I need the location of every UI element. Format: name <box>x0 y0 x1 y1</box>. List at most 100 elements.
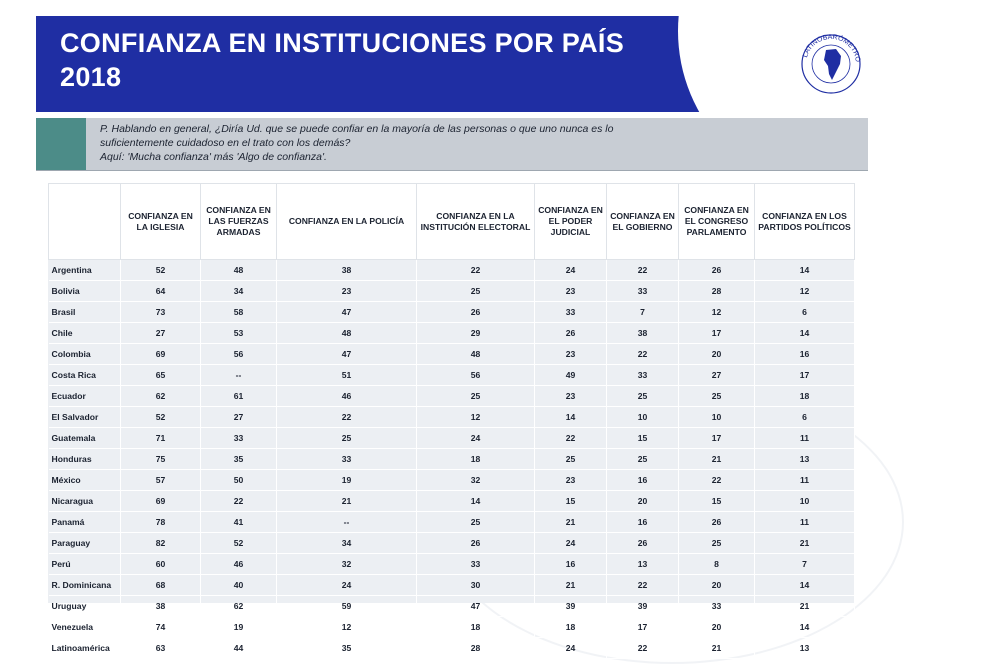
value-cell: 10 <box>754 490 855 512</box>
value-cell: 24 <box>416 427 535 449</box>
value-cell: 52 <box>120 406 201 428</box>
value-cell: 28 <box>678 280 755 302</box>
value-cell: 56 <box>200 343 277 365</box>
value-cell: 22 <box>678 469 755 491</box>
value-cell: 17 <box>678 427 755 449</box>
value-cell: 11 <box>754 427 855 449</box>
value-cell: 22 <box>534 427 607 449</box>
value-cell: 27 <box>120 322 201 344</box>
value-cell: 78 <box>120 511 201 533</box>
country-cell: Latinoamérica <box>48 637 121 659</box>
question-bar: P. Hablando en general, ¿Diría Ud. que s… <box>36 118 868 171</box>
value-cell: 12 <box>416 406 535 428</box>
value-cell: 47 <box>416 595 535 617</box>
country-cell: Brasil <box>48 301 121 323</box>
question-accent <box>36 118 86 170</box>
value-cell: 74 <box>120 616 201 638</box>
country-cell: Perú <box>48 553 121 575</box>
table-row: Venezuela 74 19 12 18 18 17 20 14 <box>48 616 855 638</box>
value-cell: 35 <box>200 448 277 470</box>
column-header: CONFIANZA EN LOS PARTIDOS POLÍTICOS <box>754 183 855 260</box>
value-cell: 38 <box>276 259 417 281</box>
value-cell: 20 <box>606 490 679 512</box>
value-cell: 15 <box>534 490 607 512</box>
value-cell: 73 <box>120 301 201 323</box>
value-cell: 15 <box>678 490 755 512</box>
column-header: CONFIANZA EN EL CONGRESO PARLAMENTO <box>678 183 755 260</box>
table-row: Panamá 78 41 -- 25 21 16 26 11 <box>48 511 855 533</box>
value-cell: 16 <box>754 343 855 365</box>
value-cell: 68 <box>120 574 201 596</box>
value-cell: 12 <box>754 280 855 302</box>
table-row: R. Dominicana 68 40 24 30 21 22 20 14 <box>48 574 855 596</box>
value-cell: 14 <box>754 574 855 596</box>
country-cell: El Salvador <box>48 406 121 428</box>
value-cell: 18 <box>416 448 535 470</box>
value-cell: 22 <box>416 259 535 281</box>
value-cell: 10 <box>678 406 755 428</box>
value-cell: 17 <box>754 364 855 386</box>
value-cell: 26 <box>416 301 535 323</box>
table-row: Ecuador 62 61 46 25 23 25 25 18 <box>48 385 855 407</box>
country-cell: R. Dominicana <box>48 574 121 596</box>
value-cell: 33 <box>416 553 535 575</box>
value-cell: 50 <box>200 469 277 491</box>
value-cell: 25 <box>606 448 679 470</box>
value-cell: 30 <box>416 574 535 596</box>
value-cell: 24 <box>534 637 607 659</box>
value-cell: 38 <box>606 322 679 344</box>
value-cell: 16 <box>534 553 607 575</box>
column-header: CONFIANZA EN EL PODER JUDICIAL <box>534 183 607 260</box>
value-cell: 60 <box>120 553 201 575</box>
value-cell: 26 <box>606 532 679 554</box>
value-cell: 69 <box>120 490 201 512</box>
value-cell: 33 <box>678 595 755 617</box>
value-cell: 44 <box>200 637 277 659</box>
value-cell: 20 <box>678 343 755 365</box>
value-cell: 62 <box>120 385 201 407</box>
value-cell: 13 <box>606 553 679 575</box>
confidence-table: CONFIANZA EN LA IGLESIA CONFIANZA EN LAS… <box>48 183 855 659</box>
value-cell: 33 <box>200 427 277 449</box>
value-cell: 65 <box>120 364 201 386</box>
value-cell: 33 <box>606 364 679 386</box>
value-cell: 56 <box>416 364 535 386</box>
value-cell: 23 <box>276 280 417 302</box>
value-cell: 22 <box>606 574 679 596</box>
value-cell: 28 <box>416 637 535 659</box>
value-cell: 25 <box>276 427 417 449</box>
value-cell: 34 <box>200 280 277 302</box>
column-header: CONFIANZA EN EL GOBIERNO <box>606 183 679 260</box>
value-cell: 47 <box>276 343 417 365</box>
value-cell: 18 <box>754 385 855 407</box>
title-line-1: CONFIANZA EN INSTITUCIONES POR PAÍS <box>60 28 625 58</box>
value-cell: 23 <box>534 385 607 407</box>
title-line-2: 2018 <box>60 62 122 92</box>
value-cell: 25 <box>678 532 755 554</box>
value-cell: 20 <box>678 616 755 638</box>
value-cell: 24 <box>534 532 607 554</box>
value-cell: 21 <box>678 448 755 470</box>
question-line-1: P. Hablando en general, ¿Diría Ud. que s… <box>100 123 614 135</box>
country-cell: México <box>48 469 121 491</box>
value-cell: 24 <box>276 574 417 596</box>
value-cell: 52 <box>200 532 277 554</box>
value-cell: 49 <box>534 364 607 386</box>
value-cell: 21 <box>678 637 755 659</box>
table-row: Argentina 52 48 38 22 24 22 26 14 <box>48 259 855 281</box>
table-row: Guatemala 71 33 25 24 22 15 17 11 <box>48 427 855 449</box>
table-row: México 57 50 19 32 23 16 22 11 <box>48 469 855 491</box>
value-cell: 26 <box>416 532 535 554</box>
table-row: Nicaragua 69 22 21 14 15 20 15 10 <box>48 490 855 512</box>
value-cell: 22 <box>276 406 417 428</box>
country-cell: Bolivia <box>48 280 121 302</box>
value-cell: 18 <box>416 616 535 638</box>
value-cell: 23 <box>534 280 607 302</box>
column-header: CONFIANZA EN LA INSTITUCIÓN ELECTORAL <box>416 183 535 260</box>
value-cell: 46 <box>200 553 277 575</box>
question-line-3: Aquí: 'Mucha confianza' más 'Algo de con… <box>100 151 327 163</box>
country-cell: Honduras <box>48 448 121 470</box>
value-cell: 39 <box>606 595 679 617</box>
value-cell: 6 <box>754 301 855 323</box>
value-cell: 14 <box>534 406 607 428</box>
